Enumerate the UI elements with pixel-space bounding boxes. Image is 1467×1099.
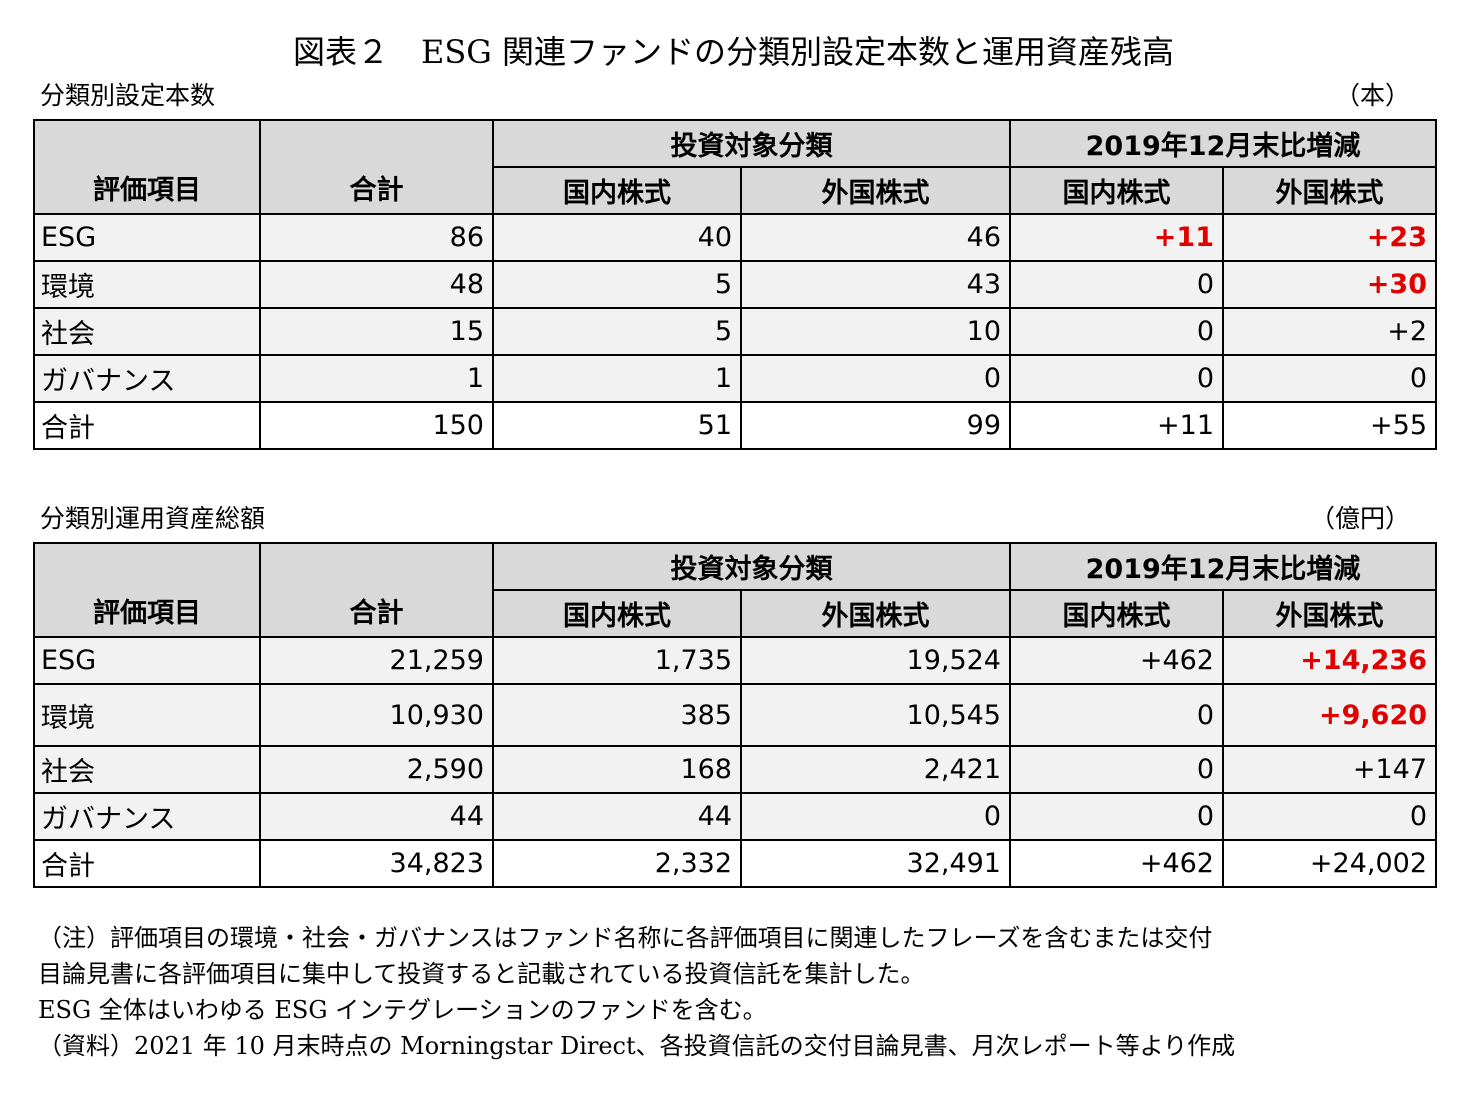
header-change-domestic: 国内株式: [1009, 166, 1224, 215]
row-item: 環境: [33, 260, 261, 309]
fund-count-table: 評価項目 合計 投資対象分類 2019年12月末比増減 国内株式 外国株式 国内…: [33, 119, 1438, 450]
header-item: 評価項目: [33, 542, 261, 638]
figure-title: 図表２ ESG 関連ファンドの分類別設定本数と運用資産残高: [292, 33, 1175, 71]
row-change-domestic: 0: [1009, 745, 1224, 794]
row-total: 21,259: [259, 636, 494, 685]
table-row: 社会 2,590 168 2,421 0 +147: [33, 745, 1438, 794]
row-item: 社会: [33, 307, 261, 356]
row-domestic: 385: [492, 683, 742, 747]
row-total: 48: [259, 260, 494, 309]
row-item: ESG: [33, 213, 261, 262]
table2-unit: （億円）: [1309, 504, 1410, 533]
table-row: 環境 10,930 385 10,545 0 +9,620: [33, 683, 1438, 747]
header-change-domestic: 国内株式: [1009, 589, 1224, 638]
row-change-foreign: +30: [1221, 260, 1438, 309]
row-foreign: 32,491: [740, 839, 1011, 888]
row-change-foreign: +2: [1221, 307, 1438, 356]
row-domestic: 1: [492, 354, 742, 403]
row-total: 15: [259, 307, 494, 356]
header-total: 合計: [259, 119, 494, 215]
row-total: 86: [259, 213, 494, 262]
table-total-row: 合計 34,823 2,332 32,491 +462 +24,002: [33, 839, 1438, 888]
notes: （注）評価項目の環境・社会・ガバナンスはファンド名称に各評価項目に関連したフレー…: [38, 920, 1438, 1064]
row-change-domestic: 0: [1009, 354, 1224, 403]
asset-total-table: 評価項目 合計 投資対象分類 2019年12月末比増減 国内株式 外国株式 国内…: [33, 542, 1438, 888]
row-total: 10,930: [259, 683, 494, 747]
header-investment-group: 投資対象分類: [492, 119, 1011, 168]
row-foreign: 0: [740, 792, 1011, 841]
row-total: 34,823: [259, 839, 494, 888]
row-change-foreign: 0: [1221, 354, 1438, 403]
row-total: 2,590: [259, 745, 494, 794]
table-total-row: 合計 150 51 99 +11 +55: [33, 401, 1438, 450]
table-row: 社会 15 5 10 0 +2: [33, 307, 1438, 356]
note-line: （資料）2021 年 10 月末時点の Morningstar Direct、各…: [38, 1032, 1236, 1060]
row-change-domestic: 0: [1009, 792, 1224, 841]
row-change-domestic: +11: [1009, 401, 1224, 450]
header-foreign: 外国株式: [740, 589, 1011, 638]
row-domestic: 5: [492, 307, 742, 356]
note-line: 目論見書に各評価項目に集中して投資すると記載されている投資信託を集計した。: [38, 960, 925, 988]
row-change-domestic: 0: [1009, 683, 1224, 747]
row-domestic: 51: [492, 401, 742, 450]
table1-unit: （本）: [1334, 81, 1410, 110]
table1-caption: 分類別設定本数: [40, 81, 216, 110]
header-total: 合計: [259, 542, 494, 638]
row-foreign: 10: [740, 307, 1011, 356]
row-domestic: 1,735: [492, 636, 742, 685]
table-row: ガバナンス 44 44 0 0 0: [33, 792, 1438, 841]
row-domestic: 44: [492, 792, 742, 841]
row-total: 44: [259, 792, 494, 841]
row-foreign: 2,421: [740, 745, 1011, 794]
row-change-domestic: +462: [1009, 839, 1224, 888]
row-item: ガバナンス: [33, 792, 261, 841]
row-change-foreign: +14,236: [1221, 636, 1438, 685]
row-item: 社会: [33, 745, 261, 794]
row-foreign: 43: [740, 260, 1011, 309]
row-change-domestic: +462: [1009, 636, 1224, 685]
header-change-foreign: 外国株式: [1221, 166, 1438, 215]
row-foreign: 19,524: [740, 636, 1011, 685]
table-row: ESG 86 40 46 +11 +23: [33, 213, 1438, 262]
row-foreign: 0: [740, 354, 1011, 403]
row-change-foreign: +147: [1221, 745, 1438, 794]
table2-caption: 分類別運用資産総額: [40, 504, 266, 533]
row-domestic: 40: [492, 213, 742, 262]
row-domestic: 2,332: [492, 839, 742, 888]
row-item: ガバナンス: [33, 354, 261, 403]
row-change-foreign: 0: [1221, 792, 1438, 841]
row-change-domestic: +11: [1009, 213, 1224, 262]
header-change-group: 2019年12月末比増減: [1008, 119, 1438, 168]
row-change-foreign: +24,002: [1221, 839, 1438, 888]
row-item: 合計: [33, 839, 261, 888]
header-domestic: 国内株式: [492, 166, 742, 215]
row-change-foreign: +9,620: [1221, 683, 1438, 747]
row-change-foreign: +55: [1221, 401, 1438, 450]
note-line: ESG 全体はいわゆる ESG インテグレーションのファンドを含む。: [38, 996, 767, 1024]
header-domestic: 国内株式: [492, 589, 742, 638]
row-item: 合計: [33, 401, 261, 450]
note-line: （注）評価項目の環境・社会・ガバナンスはファンド名称に各評価項目に関連したフレー…: [38, 924, 1213, 952]
row-change-domestic: 0: [1009, 260, 1224, 309]
row-foreign: 99: [740, 401, 1011, 450]
header-change-group: 2019年12月末比増減: [1008, 542, 1438, 591]
row-change-domestic: 0: [1009, 307, 1224, 356]
header-change-foreign: 外国株式: [1221, 589, 1438, 638]
row-domestic: 168: [492, 745, 742, 794]
header-item: 評価項目: [33, 119, 261, 215]
row-total: 150: [259, 401, 494, 450]
row-item: 環境: [33, 683, 261, 747]
row-change-foreign: +23: [1221, 213, 1438, 262]
row-domestic: 5: [492, 260, 742, 309]
table-row: ガバナンス 1 1 0 0 0: [33, 354, 1438, 403]
row-total: 1: [259, 354, 494, 403]
row-item: ESG: [33, 636, 261, 685]
row-foreign: 10,545: [740, 683, 1011, 747]
row-foreign: 46: [740, 213, 1011, 262]
table-row: ESG 21,259 1,735 19,524 +462 +14,236: [33, 636, 1438, 685]
header-foreign: 外国株式: [740, 166, 1011, 215]
table-row: 環境 48 5 43 0 +30: [33, 260, 1438, 309]
header-investment-group: 投資対象分類: [492, 542, 1011, 591]
